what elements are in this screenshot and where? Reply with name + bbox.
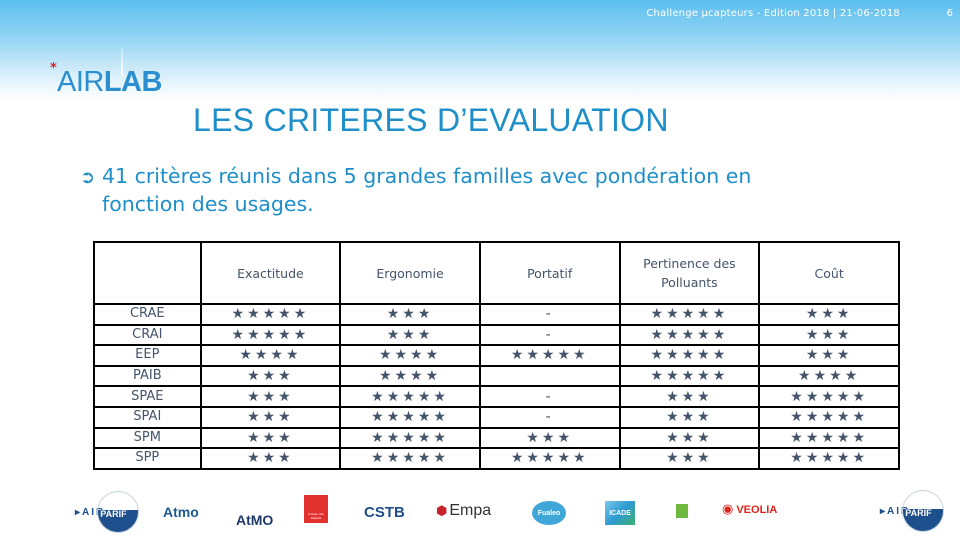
atmo-logo-2: AtMO: [236, 512, 274, 528]
rating-pertinence: ★★★: [618, 426, 761, 450]
rating-cout: ★★★★: [758, 364, 900, 388]
table-row: SPM ★★★ ★★★★★ ★★★ ★★★ ★★★★★: [93, 426, 900, 450]
table-row: CRAI ★★★★★ ★★★ - ★★★★★ ★★★: [93, 323, 900, 347]
rating-portatif: ★★★★★: [478, 344, 621, 367]
column-header-empty: [93, 241, 202, 305]
rating-exactitude: ★★★: [199, 385, 342, 408]
table-row: CRAE ★★★★★ ★★★ - ★★★★★ ★★★: [93, 303, 900, 326]
icade-logo: ICADE: [605, 501, 635, 525]
airparif-logo-left: ▸AIR PARIF: [75, 490, 140, 534]
header-meta: Challenge µcapteurs - Edition 2018 | 21-…: [646, 8, 900, 19]
criteria-table: Exactitude Ergonomie Portatif Pertinence…: [93, 241, 900, 470]
bullet-line-1: 41 critères réunis dans 5 grandes famill…: [102, 164, 752, 188]
rating-exactitude: ★★★: [199, 364, 342, 388]
logo-lab: LAB: [103, 66, 163, 98]
table-row: SPAE ★★★ ★★★★★ - ★★★ ★★★★★: [93, 385, 900, 408]
bullet-point: ➲ 41 critères réunis dans 5 grandes famil…: [80, 163, 840, 217]
table-row: PAIB ★★★ ★★★★ ★★★★★ ★★★★: [93, 364, 900, 388]
row-label: SPAE: [93, 385, 202, 408]
rating-cout: ★★★★★: [758, 426, 900, 450]
rating-portatif: ★★★★★: [478, 447, 621, 470]
rating-ergonomie: ★★★★: [339, 344, 481, 367]
partner-logos: ▸AIR PARIF Atmo AtMO Caisse des Dépôts C…: [0, 482, 960, 540]
arrow-circle-right-icon: ➲: [80, 167, 96, 188]
rating-ergonomie: ★★★: [339, 303, 481, 326]
airparif-logo-right: ▸AIR PARIF: [880, 488, 945, 534]
column-header-ergonomie: Ergonomie: [339, 241, 481, 305]
rating-exactitude: ★★★: [199, 447, 342, 470]
rating-ergonomie: ★★★★★: [339, 447, 481, 470]
table-row: SPAI ★★★ ★★★★★ - ★★★ ★★★★★: [93, 405, 900, 429]
rating-pertinence: ★★★★★: [618, 303, 761, 326]
rating-exactitude: ★★★★: [199, 344, 342, 367]
column-header-cout: Coût: [758, 241, 900, 305]
logo-spire: [121, 48, 123, 76]
row-label: SPM: [93, 426, 202, 450]
row-label: PAIB: [93, 364, 202, 388]
caisse-depots-text: Caisse des Dépôts: [307, 512, 324, 520]
column-header-pertinence: Pertinence des Polluants: [618, 241, 761, 305]
rating-ergonomie: ★★★: [339, 323, 481, 347]
bullet-line-2: fonction des usages.: [102, 192, 314, 216]
rating-cout: ★★★★★: [758, 447, 900, 470]
rating-pertinence: ★★★★★: [618, 323, 761, 347]
airparif-globe-icon: PARIF: [97, 491, 140, 533]
row-label: EEP: [93, 344, 202, 367]
rating-portatif: ★★★: [478, 426, 621, 450]
rating-ergonomie: ★★★★★: [339, 405, 481, 429]
column-header-portatif: Portatif: [478, 241, 621, 305]
empa-logo: ⬢ Empa: [436, 502, 492, 519]
rating-pertinence: ★★★★★: [618, 364, 761, 388]
rating-exactitude: ★★★★★: [199, 303, 342, 326]
row-label: SPP: [93, 447, 202, 470]
logo-air: AIR: [57, 66, 104, 98]
empa-icon: ⬢: [436, 503, 448, 519]
veolia-icon: ◉: [722, 502, 734, 517]
caisse-depots-logo: Caisse des Dépôts: [304, 495, 328, 523]
partner-green-logo: [662, 500, 702, 522]
rating-pertinence: ★★★★★: [618, 344, 761, 367]
rating-pertinence: ★★★: [618, 405, 761, 429]
fualeo-logo: Fualeo: [532, 501, 566, 525]
table-header-row: Exactitude Ergonomie Portatif Pertinence…: [93, 241, 900, 305]
rating-pertinence: ★★★: [618, 385, 761, 408]
rating-portatif: -: [478, 323, 621, 347]
row-label: CRAI: [93, 323, 202, 347]
rating-portatif: -: [478, 405, 621, 429]
rating-cout: ★★★: [758, 303, 900, 326]
rating-portatif: -: [478, 303, 621, 326]
rating-exactitude: ★★★★★: [199, 323, 342, 347]
logo-star-icon: *: [50, 61, 57, 76]
rating-ergonomie: ★★★★: [339, 364, 481, 388]
rating-exactitude: ★★★: [199, 405, 342, 429]
rating-cout: ★★★: [758, 323, 900, 347]
table-row: EEP ★★★★ ★★★★ ★★★★★ ★★★★★ ★★★: [93, 344, 900, 367]
page-title: LES CRITERES D’EVALUATION: [193, 102, 669, 138]
rating-ergonomie: ★★★★★: [339, 385, 481, 408]
veolia-logo: ◉ VEOLIA: [722, 502, 778, 517]
rating-pertinence: ★★★: [618, 447, 761, 470]
rating-portatif: [478, 364, 621, 388]
rating-ergonomie: ★★★★★: [339, 426, 481, 450]
rating-cout: ★★★★★: [758, 385, 900, 408]
atmo-logo-1: Atmo: [163, 504, 199, 520]
cstb-logo: CSTB: [364, 504, 405, 521]
rating-exactitude: ★★★: [199, 426, 342, 450]
rating-cout: ★★★★★: [758, 405, 900, 429]
logo-text: AIRLAB: [57, 68, 162, 97]
row-label: CRAE: [93, 303, 202, 326]
page-number: 6: [946, 8, 953, 19]
airparif-prefix: ▸AIR: [75, 506, 106, 518]
airlab-logo: * AIRLAB: [48, 48, 188, 100]
row-label: SPAI: [93, 405, 202, 429]
airparif-prefix: ▸AIR: [880, 505, 911, 517]
table-row: SPP ★★★ ★★★★★ ★★★★★ ★★★ ★★★★★: [93, 447, 900, 470]
column-header-exactitude: Exactitude: [199, 241, 342, 305]
rating-portatif: -: [478, 385, 621, 408]
airparif-globe-icon: PARIF: [902, 490, 945, 532]
rating-cout: ★★★: [758, 344, 900, 367]
